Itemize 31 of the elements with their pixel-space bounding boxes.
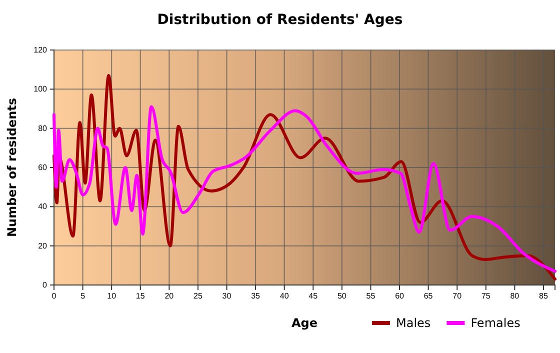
y-tick-label: 80 [38, 124, 48, 133]
x-tick-label: 85 [539, 292, 548, 301]
x-tick-label: 5 [80, 292, 86, 301]
x-tick-label: 20 [164, 292, 174, 301]
line-series [52, 105, 556, 273]
y-tick-label: 20 [38, 241, 48, 250]
x-tick-label: 60 [395, 292, 405, 301]
x-axis-title: Age [291, 316, 318, 330]
x-tick-label: 25 [194, 292, 203, 301]
chart-title: Distribution of Residents' Ages [157, 12, 403, 28]
y-axis-title: Number of residents [5, 98, 19, 238]
legend-label: Males [396, 316, 431, 330]
y-tick-label: 40 [38, 202, 48, 212]
x-tick-label: 70 [452, 292, 462, 301]
x-tick-label: 65 [424, 292, 434, 301]
x-tick-label: 15 [136, 292, 146, 301]
y-tick-label: 120 [34, 46, 48, 55]
y-tick-label: 60 [38, 163, 48, 172]
x-tick-label: 30 [222, 292, 232, 301]
x-tick-label: 50 [337, 292, 347, 301]
x-tick-label: 35 [251, 292, 261, 301]
y-tick-label: 100 [34, 84, 48, 94]
x-tick-label: 45 [308, 292, 318, 301]
x-tick-label: 75 [481, 292, 491, 301]
x-tick-label: 55 [366, 292, 376, 301]
x-tick-label: 10 [107, 292, 117, 301]
legend-label: Females [470, 316, 520, 330]
x-tick-label: 40 [280, 292, 290, 301]
x-tick-label: 80 [510, 292, 520, 301]
y-tick-label: 0 [42, 280, 48, 290]
x-tick-label: 0 [52, 292, 57, 301]
